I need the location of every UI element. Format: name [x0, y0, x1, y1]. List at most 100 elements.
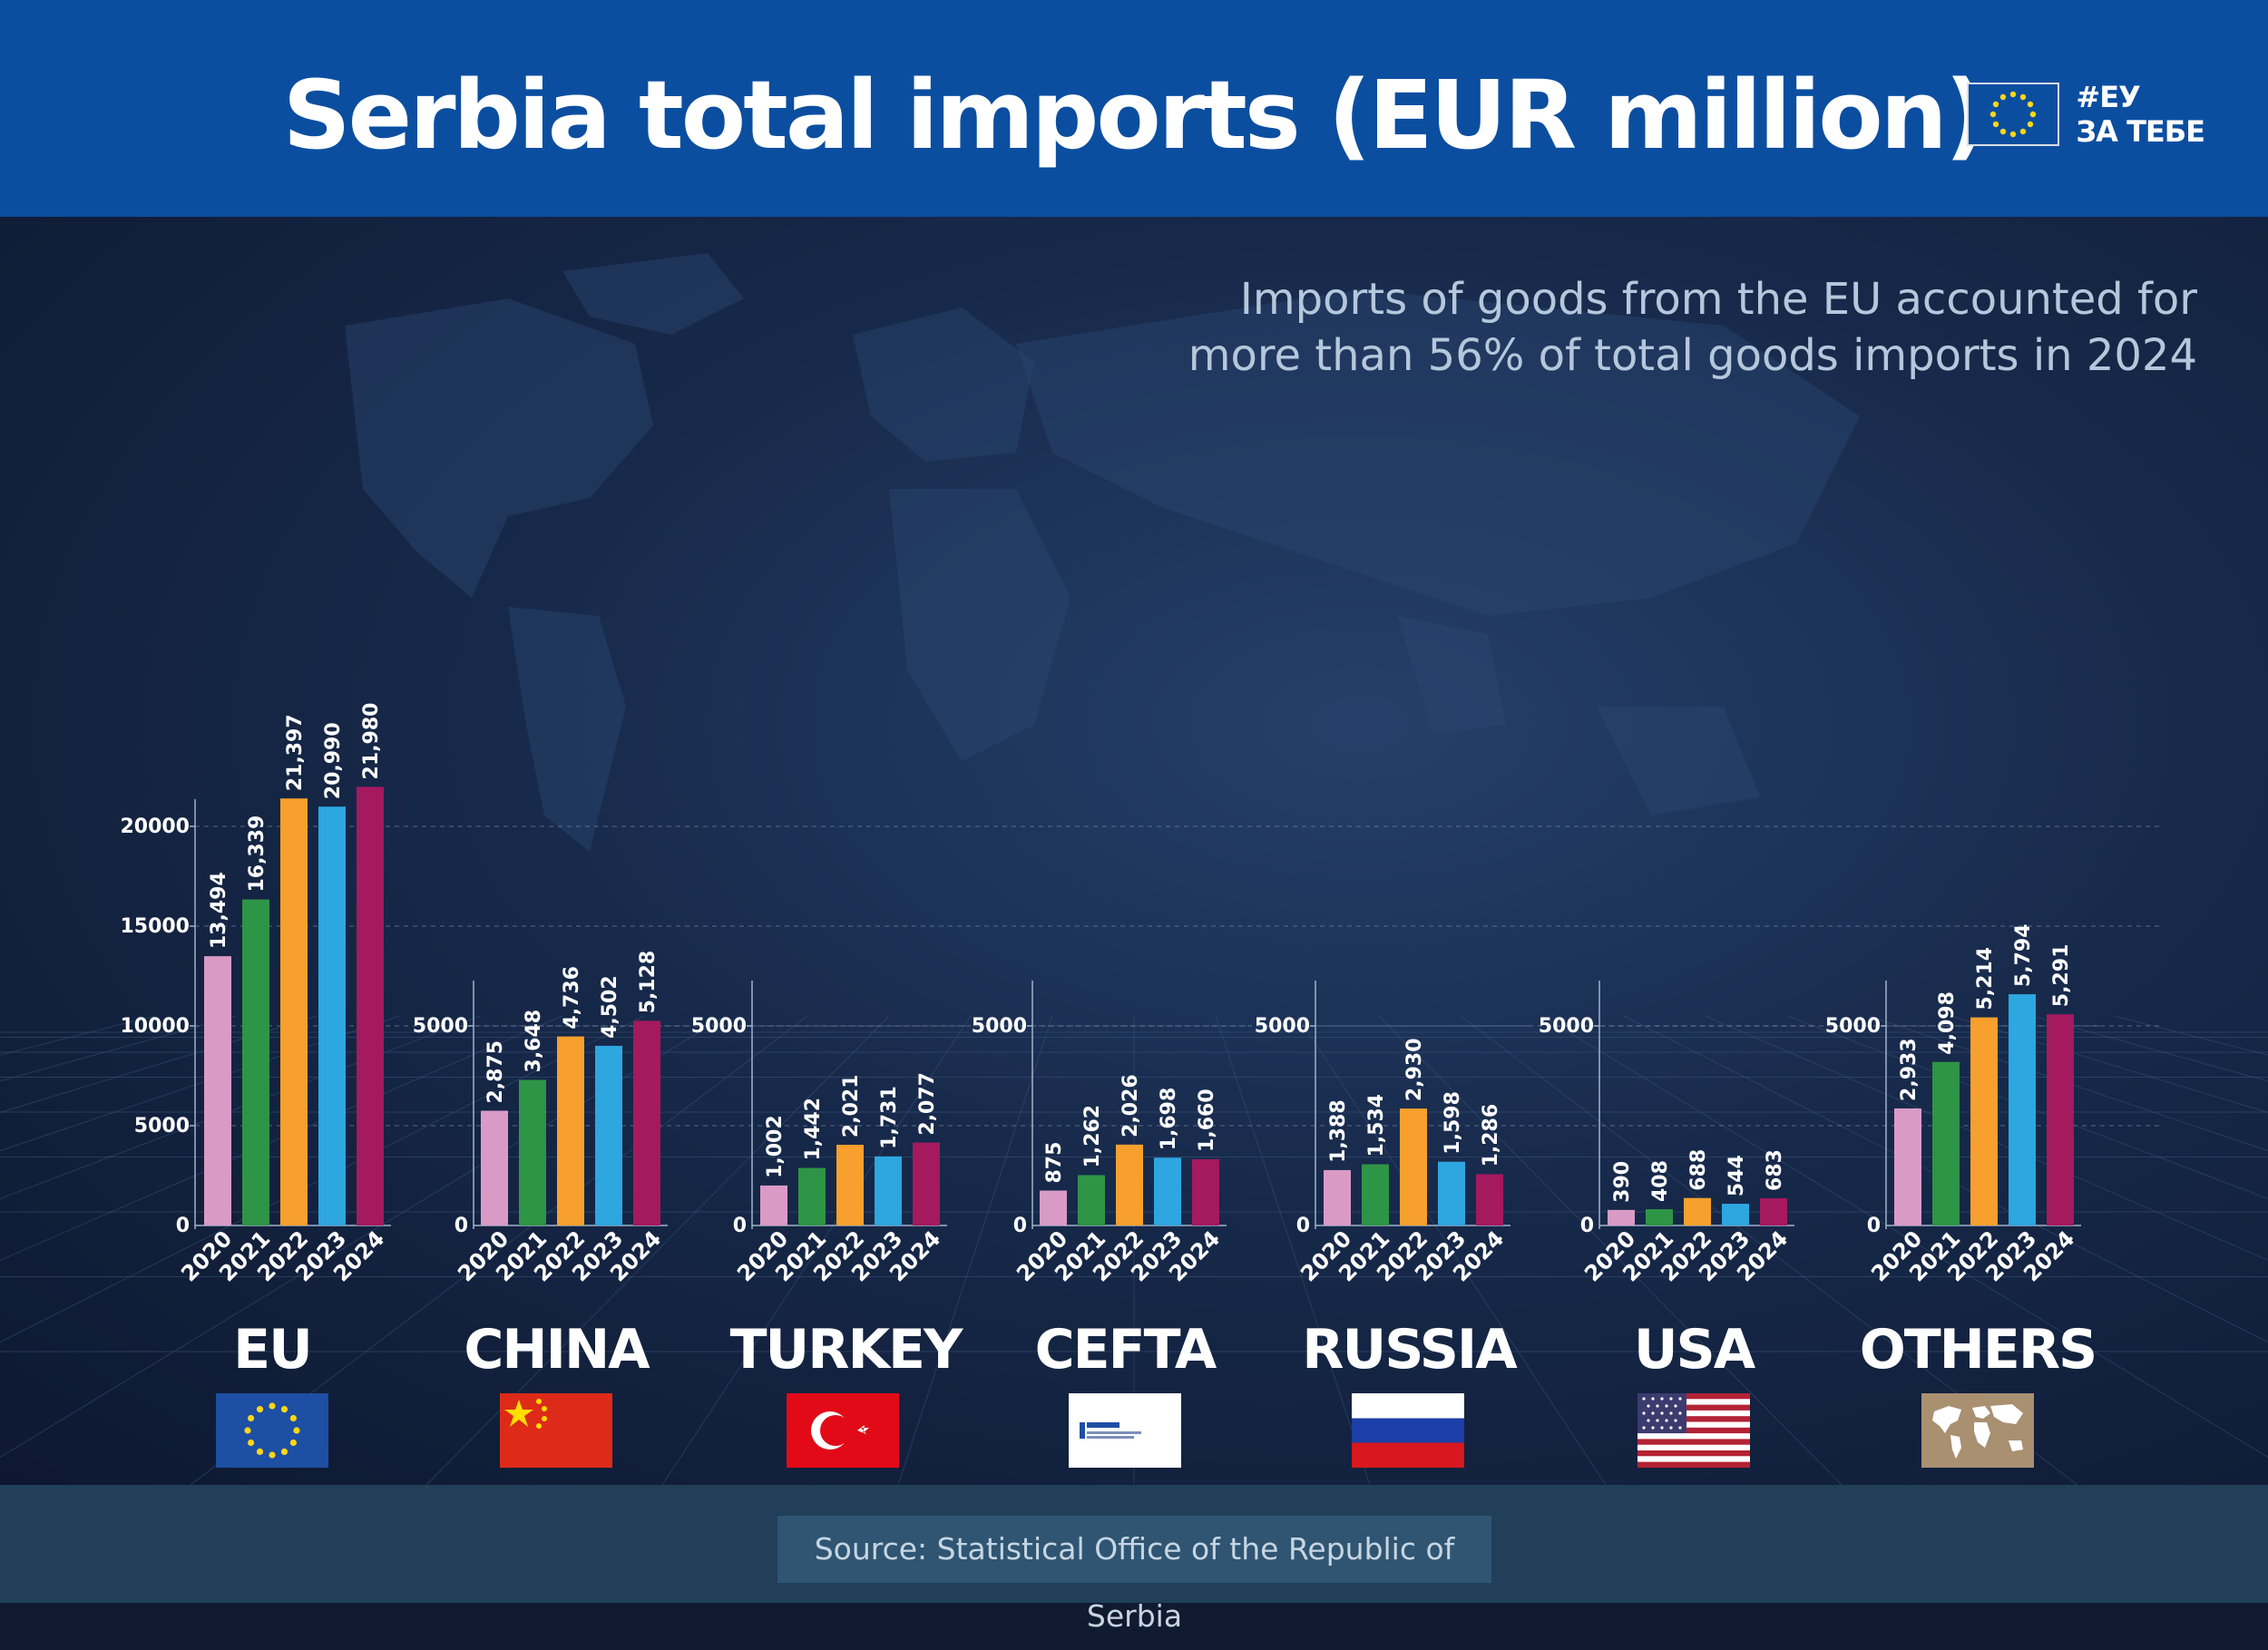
y-tick-label-usa: 0 [1580, 1215, 1594, 1237]
eu-flag-icon [1967, 83, 2060, 146]
value-label-usa-2020: 390 [1611, 1161, 1634, 1203]
value-label-russia-2022: 2,930 [1403, 1038, 1426, 1101]
bars-layer: 0500010000150002000013,494202016,3392021… [120, 703, 2159, 1286]
bar-china-2023 [595, 1045, 622, 1225]
chart-group-turkey: 050001,00220201,44220212,02120221,731202… [691, 981, 969, 1286]
y-tick-label-eu: 20000 [120, 815, 190, 838]
y-tick-label-eu: 5000 [134, 1115, 190, 1137]
bar-eu-2021 [242, 899, 269, 1225]
bar-eu-2022 [280, 798, 308, 1225]
y-tick-label-others: 0 [1867, 1215, 1881, 1237]
bar-usa-2023 [1722, 1204, 1749, 1225]
bar-others-2023 [2009, 994, 2036, 1225]
y-tick-label-eu: 10000 [120, 1015, 190, 1038]
value-label-usa-2024: 683 [1764, 1149, 1786, 1191]
region-name-eu: EU [233, 1318, 313, 1382]
value-label-cefta-2021: 1,262 [1081, 1105, 1104, 1168]
bar-cefta-2022 [1116, 1144, 1143, 1225]
region-name-russia: RUSSIA [1302, 1318, 1517, 1382]
bar-cefta-2024 [1192, 1158, 1219, 1225]
header-bar: Serbia total imports (EUR million) #ЕУ З… [0, 0, 2268, 217]
value-label-others-2024: 5,291 [2050, 944, 2073, 1008]
region-name-china: CHINA [464, 1318, 650, 1382]
y-tick-label-cefta: 0 [1013, 1215, 1027, 1237]
value-label-china-2022: 4,736 [561, 966, 583, 1030]
region-name-others: OTHERS [1859, 1318, 2098, 1382]
bar-turkey-2023 [875, 1156, 902, 1225]
value-label-china-2023: 4,502 [599, 975, 621, 1039]
source-note: Source: Statistical Office of the Republ… [777, 1516, 1491, 1634]
value-label-eu-2023: 20,990 [322, 722, 345, 799]
region-name-turkey: TURKEY [729, 1318, 963, 1382]
brand-hashtag: #ЕУ ЗА ТЕБЕ [2076, 80, 2205, 149]
imports-chart: 0500010000150002000013,494202016,3392021… [0, 253, 2268, 1485]
value-label-cefta-2022: 2,026 [1119, 1074, 1142, 1137]
bar-usa-2024 [1760, 1197, 1787, 1225]
chart-area: 0 5000 10000 15000 20000 13,494 2020 16,339 2021… [0, 217, 2268, 1485]
turkey-flag-icon [787, 1393, 899, 1468]
bar-cefta-2023 [1154, 1157, 1181, 1225]
bar-russia-2024 [1476, 1174, 1503, 1225]
value-label-russia-2020: 1,388 [1327, 1099, 1350, 1163]
bar-turkey-2024 [913, 1142, 940, 1225]
value-label-china-2020: 2,875 [484, 1040, 507, 1104]
bar-cefta-2021 [1078, 1175, 1105, 1225]
y-tick-label-cefta: 5000 [972, 1015, 1027, 1038]
brand-hashtag-line2: ЗА ТЕБЕ [2076, 114, 2205, 149]
bar-china-2024 [633, 1020, 660, 1225]
region-name-usa: USA [1633, 1318, 1755, 1382]
value-label-usa-2023: 544 [1725, 1155, 1748, 1196]
bar-turkey-2020 [760, 1185, 787, 1225]
brand-hashtag-line1: #ЕУ [2076, 80, 2140, 114]
value-label-usa-2022: 688 [1687, 1149, 1710, 1191]
bar-eu-2023 [318, 806, 346, 1225]
subtitle-line2: more than 56% of total goods imports in … [1188, 330, 2197, 381]
value-label-turkey-2021: 1,442 [802, 1098, 825, 1161]
y-tick-label-china: 0 [455, 1215, 468, 1237]
eu-flag-icon [216, 1393, 328, 1468]
subtitle-line1: Imports of goods from the EU accounted f… [1239, 274, 2197, 325]
y-tick-label-russia: 5000 [1255, 1015, 1310, 1038]
chart-group-russia: 050001,38820201,53420212,93020221,598202… [1255, 981, 1532, 1286]
bar-russia-2020 [1324, 1169, 1351, 1225]
usa-flag-icon [1637, 1393, 1750, 1468]
bar-eu-2024 [357, 786, 384, 1225]
chart-group-others: 050002,93320204,09820215,21420225,794202… [1825, 923, 2103, 1286]
y-tick-label-turkey: 5000 [691, 1015, 747, 1038]
value-label-eu-2022: 21,397 [284, 714, 307, 791]
value-label-turkey-2023: 1,731 [878, 1086, 901, 1149]
bar-china-2020 [481, 1110, 508, 1225]
bar-usa-2020 [1608, 1209, 1635, 1225]
bar-others-2024 [2047, 1014, 2074, 1225]
value-label-others-2020: 2,933 [1898, 1038, 1921, 1101]
bar-turkey-2021 [798, 1167, 826, 1225]
china-flag-icon [500, 1393, 612, 1468]
bar-others-2020 [1894, 1108, 1921, 1225]
cefta-logo-icon [1069, 1393, 1181, 1468]
chart-group-china: 050002,87520203,64820214,73620224,502202… [413, 951, 689, 1286]
bar-others-2021 [1932, 1061, 1960, 1225]
value-label-china-2021: 3,648 [523, 1010, 545, 1073]
page-title: Serbia total imports (EUR million) [282, 60, 1988, 171]
value-label-eu-2021: 16,339 [246, 815, 269, 893]
value-label-turkey-2024: 2,077 [916, 1072, 939, 1136]
value-label-turkey-2022: 2,021 [840, 1074, 863, 1137]
y-tick-label-turkey: 0 [733, 1215, 747, 1237]
value-label-eu-2020: 13,494 [208, 872, 230, 949]
value-label-cefta-2023: 1,698 [1158, 1088, 1180, 1151]
bar-russia-2022 [1400, 1108, 1427, 1225]
y-tick-label-others: 5000 [1825, 1015, 1881, 1038]
y-tick-label-eu: 15000 [120, 915, 190, 938]
value-label-turkey-2020: 1,002 [764, 1115, 787, 1178]
y-tick-label-usa: 5000 [1539, 1015, 1594, 1038]
value-label-others-2022: 5,214 [1974, 947, 1997, 1011]
bar-china-2022 [557, 1036, 584, 1225]
value-label-others-2023: 5,794 [2012, 923, 2035, 987]
bar-usa-2021 [1646, 1209, 1673, 1225]
value-label-eu-2024: 21,980 [360, 703, 383, 780]
bar-others-2022 [1970, 1017, 1998, 1225]
value-label-china-2024: 5,128 [637, 951, 660, 1014]
bar-russia-2021 [1362, 1164, 1389, 1225]
y-tick-label-russia: 0 [1296, 1215, 1310, 1237]
